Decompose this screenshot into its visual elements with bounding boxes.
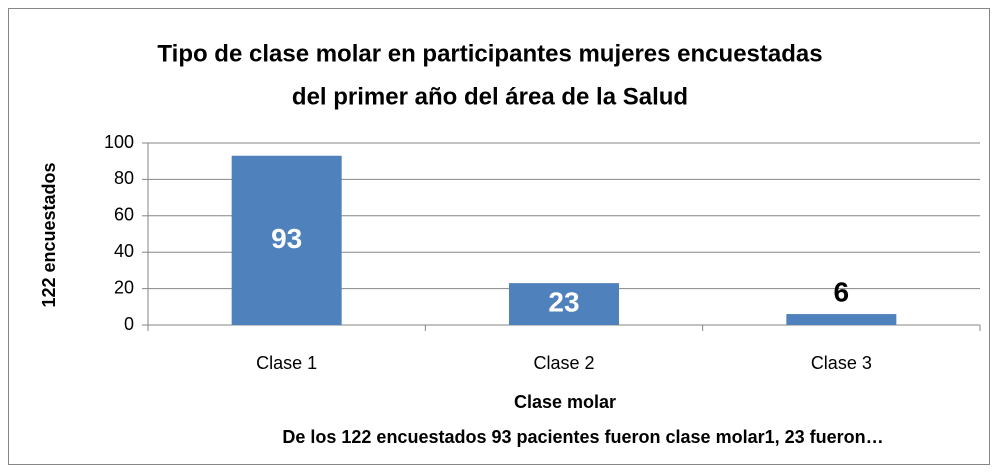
data-label: 93	[271, 223, 302, 254]
y-tick-label: 40	[114, 241, 134, 261]
y-tick-label: 80	[114, 168, 134, 188]
data-label: 23	[548, 286, 579, 317]
chart-title: del primer año del área de la Salud	[292, 83, 688, 110]
y-tick-label: 100	[104, 132, 134, 152]
y-tick-label: 60	[114, 205, 134, 225]
y-axis-title: 122 encuestados	[39, 162, 59, 307]
bar	[509, 283, 619, 325]
x-tick-label: Clase 3	[811, 353, 872, 373]
data-label: 6	[834, 276, 850, 307]
caption: De los 122 encuestados 93 pacientes fuer…	[282, 427, 883, 447]
y-tick-label: 20	[114, 277, 134, 297]
chart-border	[8, 8, 990, 465]
x-axis-title: Clase molar	[514, 392, 616, 412]
bar	[231, 155, 342, 325]
y-tick-label: 0	[124, 314, 134, 334]
x-tick-label: Clase 1	[256, 353, 317, 373]
bar	[786, 314, 897, 325]
chart-title: Tipo de clase molar en participantes muj…	[157, 40, 822, 67]
x-tick-label: Clase 2	[533, 353, 594, 373]
